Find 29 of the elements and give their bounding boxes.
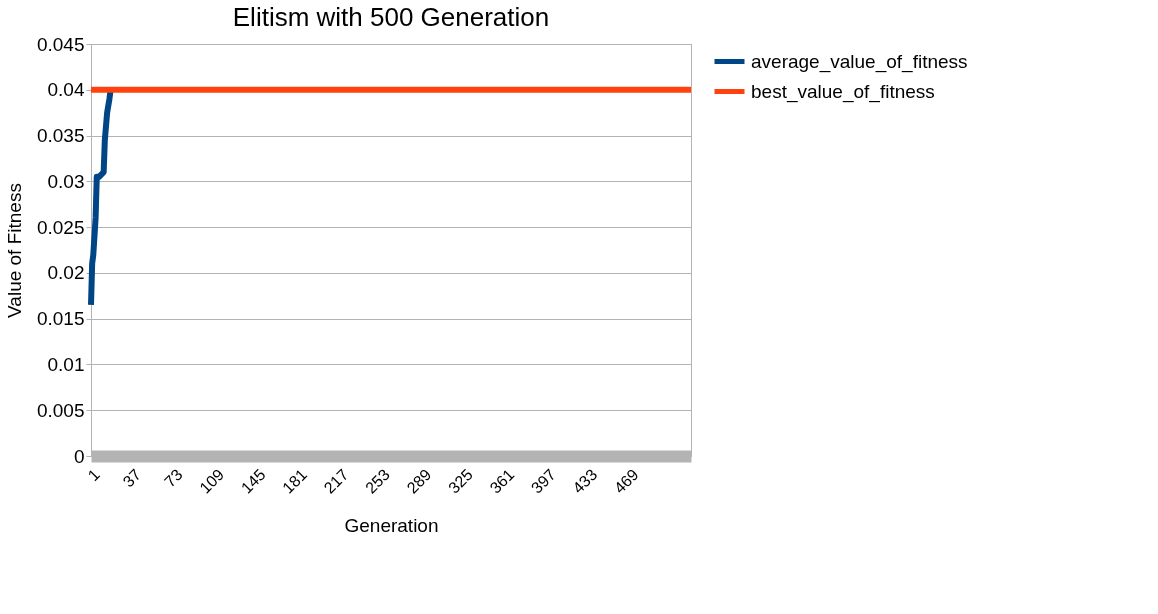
x-tick-label: 361: [486, 465, 518, 497]
x-axis-title: Generation: [344, 514, 439, 536]
x-tick-label: 145: [237, 465, 269, 497]
x-tick-label: 469: [610, 465, 642, 497]
y-tick-label: 0.01: [47, 353, 85, 375]
x-tick-label: 289: [403, 465, 435, 497]
x-tick-label: 397: [527, 465, 559, 497]
x-tick-label: 433: [569, 465, 601, 497]
y-axis-title: Value of Fitness: [3, 183, 25, 318]
y-tick-label: 0.005: [36, 399, 85, 421]
y-tick-label: 0.015: [36, 308, 85, 330]
x-tick-label: 253: [362, 465, 394, 497]
x-tick-label: 73: [161, 465, 186, 491]
y-tick-label: 0.03: [47, 170, 85, 192]
x-tick-label: 1: [84, 465, 103, 485]
y-tick-label: 0.02: [47, 262, 85, 284]
x-tick-label: 217: [320, 465, 352, 497]
y-tick-label: 0: [73, 445, 85, 467]
y-tick-label: 0.025: [36, 216, 85, 238]
legend-label: best_value_of_fitness: [751, 80, 935, 103]
x-tick-label: 37: [119, 465, 145, 491]
chart-title: Elitism with 500 Generation: [232, 2, 550, 32]
x-tick-label: 109: [196, 465, 228, 497]
y-tick-label: 0.045: [36, 33, 85, 55]
legend-label: average_value_of_fitness: [751, 50, 968, 73]
x-tick-label: 181: [279, 465, 311, 497]
y-tick-label: 0.035: [36, 125, 85, 147]
y-tick-label: 0.04: [47, 79, 85, 101]
x-tick-label: 325: [445, 465, 477, 497]
